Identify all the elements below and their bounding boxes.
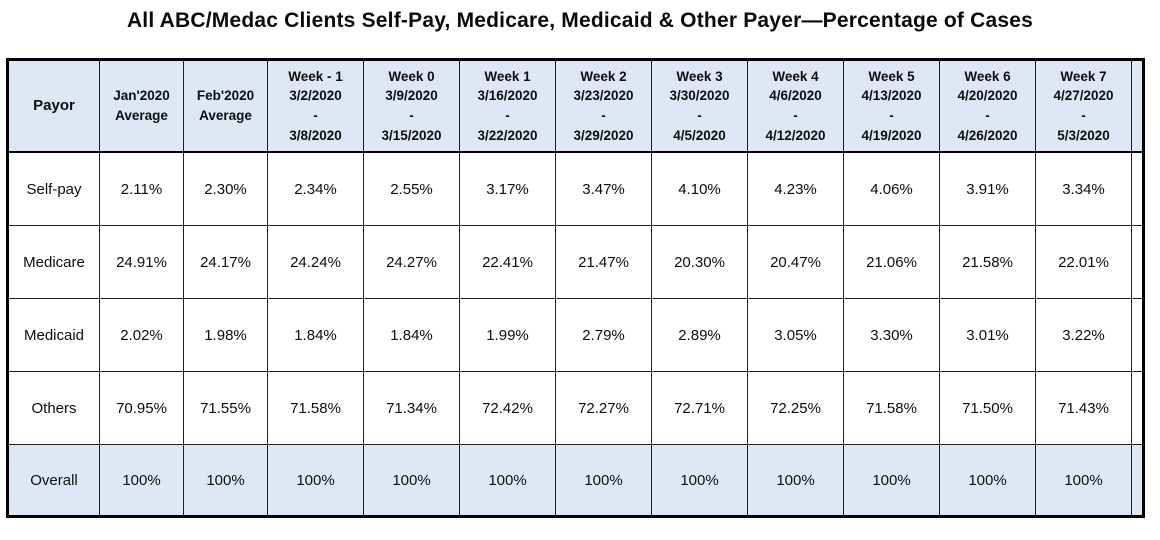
header-cell-spacer	[1131, 59, 1144, 153]
table-cell: 71.34%	[363, 371, 460, 445]
table-cell: 71.58%	[267, 371, 364, 445]
table-cell: 21.47%	[555, 225, 652, 299]
table-cell: 3.47%	[555, 151, 652, 226]
header-cell-week-minus1: Week - 1 3/2/2020 - 3/8/2020	[267, 59, 364, 153]
table-cell: 3.22%	[1035, 298, 1132, 372]
table-cell: 2.55%	[363, 151, 460, 226]
table-cell: 4.23%	[747, 151, 844, 226]
header-cell-week2: Week 2 3/23/2020 - 3/29/2020	[555, 59, 652, 153]
table-cell: 72.42%	[459, 371, 556, 445]
table-cell: 22.01%	[1035, 225, 1132, 299]
table-row-overall: Overall 100% 100% 100% 100% 100% 100% 10…	[7, 444, 1144, 517]
table-cell: 24.91%	[99, 225, 184, 299]
table-cell: 2.79%	[555, 298, 652, 372]
table-cell: 3.05%	[747, 298, 844, 372]
page-title: All ABC/Medac Clients Self-Pay, Medicare…	[126, 9, 1034, 32]
table-cell: 21.06%	[843, 225, 940, 299]
header-cell-payor: Payor	[7, 59, 100, 153]
table-cell: 71.55%	[183, 371, 268, 445]
table-cell: 1.98%	[183, 298, 268, 372]
table-cell-spacer	[1131, 298, 1144, 372]
header-cell-week0: Week 0 3/9/2020 - 3/15/2020	[363, 59, 460, 153]
table-cell: 70.95%	[99, 371, 184, 445]
table-cell: 21.58%	[939, 225, 1036, 299]
table-cell: 22.41%	[459, 225, 556, 299]
table-cell-spacer	[1131, 371, 1144, 445]
table-row-medicaid: Medicaid 2.02% 1.98% 1.84% 1.84% 1.99% 2…	[7, 298, 1144, 372]
table-cell: 100%	[99, 444, 184, 517]
row-label: Others	[7, 371, 100, 445]
header-cell-week4: Week 4 4/6/2020 - 4/12/2020	[747, 59, 844, 153]
table-cell: 100%	[939, 444, 1036, 517]
table-cell-spacer	[1131, 225, 1144, 299]
header-cell-week1: Week 1 3/16/2020 - 3/22/2020	[459, 59, 556, 153]
header-cell-jan2020: Jan'2020 Average	[99, 59, 184, 153]
table-cell: 100%	[183, 444, 268, 517]
table-cell: 100%	[555, 444, 652, 517]
table-cell: 100%	[1035, 444, 1132, 517]
table-cell: 3.30%	[843, 298, 940, 372]
header-cell-feb2020: Feb'2020 Average	[183, 59, 268, 153]
table-cell: 2.34%	[267, 151, 364, 226]
table-cell: 24.17%	[183, 225, 268, 299]
table-cell: 3.01%	[939, 298, 1036, 372]
table-row-selfpay: Self-pay 2.11% 2.30% 2.34% 2.55% 3.17% 3…	[7, 151, 1144, 226]
header-row: Payor Jan'2020 Average Feb'2020 Average …	[7, 59, 1144, 153]
table-cell: 4.10%	[651, 151, 748, 226]
table-cell: 100%	[843, 444, 940, 517]
table-cell: 100%	[459, 444, 556, 517]
header-cell-week3: Week 3 3/30/2020 - 4/5/2020	[651, 59, 748, 153]
table-cell: 2.89%	[651, 298, 748, 372]
table-cell: 4.06%	[843, 151, 940, 226]
table-cell: 100%	[363, 444, 460, 517]
table-cell-spacer	[1131, 444, 1144, 517]
table-cell: 71.43%	[1035, 371, 1132, 445]
table-cell: 72.27%	[555, 371, 652, 445]
table-cell: 71.50%	[939, 371, 1036, 445]
table-row-others: Others 70.95% 71.55% 71.58% 71.34% 72.42…	[7, 371, 1144, 445]
table-cell: 3.91%	[939, 151, 1036, 226]
table-cell: 20.47%	[747, 225, 844, 299]
table-cell: 71.58%	[843, 371, 940, 445]
table-cell: 1.84%	[363, 298, 460, 372]
row-label: Medicaid	[7, 298, 100, 372]
table-cell: 3.17%	[459, 151, 556, 226]
header-cell-week7: Week 7 4/27/2020 - 5/3/2020	[1035, 59, 1132, 153]
table-cell: 20.30%	[651, 225, 748, 299]
table-cell: 3.34%	[1035, 151, 1132, 226]
table-cell: 2.30%	[183, 151, 268, 226]
row-label: Self-pay	[7, 151, 100, 226]
table-cell: 2.11%	[99, 151, 184, 226]
header-cell-week5: Week 5 4/13/2020 - 4/19/2020	[843, 59, 940, 153]
table-cell: 2.02%	[99, 298, 184, 372]
table-cell: 72.25%	[747, 371, 844, 445]
table-cell: 24.24%	[267, 225, 364, 299]
row-label: Medicare	[7, 225, 100, 299]
row-label: Overall	[7, 444, 100, 517]
table-cell: 100%	[651, 444, 748, 517]
table-row-medicare: Medicare 24.91% 24.17% 24.24% 24.27% 22.…	[7, 225, 1144, 299]
table-cell: 100%	[267, 444, 364, 517]
table-cell: 100%	[747, 444, 844, 517]
table-cell: 1.84%	[267, 298, 364, 372]
table-cell: 72.71%	[651, 371, 748, 445]
header-cell-week6: Week 6 4/20/2020 - 4/26/2020	[939, 59, 1036, 153]
table-cell-spacer	[1131, 151, 1144, 226]
table-cell: 1.99%	[459, 298, 556, 372]
payer-percentage-table: Payor Jan'2020 Average Feb'2020 Average …	[6, 58, 1145, 518]
table-cell: 24.27%	[363, 225, 460, 299]
